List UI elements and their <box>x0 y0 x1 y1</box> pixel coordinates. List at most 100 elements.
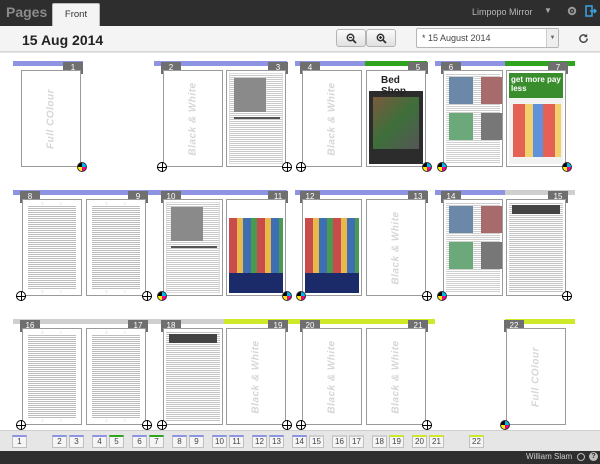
print-mode-watermark: Black & White <box>390 210 402 285</box>
page-thumbnail[interactable] <box>86 328 146 425</box>
page-chip[interactable]: 14 <box>292 435 307 448</box>
print-mode-watermark: Black & White <box>250 339 262 414</box>
page-chip[interactable]: 20 <box>412 435 427 448</box>
spread-bar <box>295 319 435 324</box>
page-thumbnail[interactable]: Black & White <box>302 328 362 425</box>
bw-registration-icon <box>157 162 167 172</box>
spread-bar <box>295 61 365 66</box>
page-thumbnail[interactable]: get more pay less <box>506 70 566 167</box>
page-thumbnail[interactable] <box>226 70 286 167</box>
page-thumbnail[interactable]: Full COlour <box>21 70 81 167</box>
page-preview <box>166 202 220 293</box>
bw-registration-icon <box>16 291 26 301</box>
page-chip[interactable]: 13 <box>269 435 284 448</box>
page-preview <box>509 73 563 164</box>
page-title: 15 Aug 2014 <box>22 32 104 48</box>
chevron-down-icon[interactable]: ▼ <box>546 29 558 47</box>
print-mode-watermark: Black & White <box>326 339 338 414</box>
page-chip[interactable]: 21 <box>429 435 444 448</box>
page-navigator-strip: 1 2 3 4 5 6 7 8 9 10 11 12 13 14 15 16 17 18 19 20 21 22 <box>0 430 600 451</box>
page-thumbnail[interactable] <box>226 199 286 296</box>
page-chip[interactable]: 5 <box>109 435 124 448</box>
page-thumbnail[interactable]: Black & White <box>366 199 426 296</box>
page-chip[interactable]: 8 <box>172 435 187 448</box>
page-thumbnail[interactable]: Black & White <box>366 328 426 425</box>
tab-front[interactable]: Front <box>52 3 100 26</box>
page-chip[interactable]: 22 <box>469 435 484 448</box>
print-mode-watermark: Full COlour <box>530 346 542 407</box>
page-thumbnail[interactable] <box>86 199 146 296</box>
color-registration-icon <box>437 162 447 172</box>
page-layout-area: 1 Full COlour 2 Black & White 3 4 Black & Whit… <box>0 53 600 430</box>
page-chip[interactable]: 18 <box>372 435 387 448</box>
help-icon[interactable]: ? <box>589 452 598 461</box>
page-chip[interactable]: 17 <box>349 435 364 448</box>
spread-bar <box>435 190 505 195</box>
toolbar: 15 Aug 2014 * 15 August 2014 ▼ <box>0 26 600 52</box>
page-thumbnail[interactable]: Bed Shop <box>366 70 426 167</box>
page-chip[interactable]: 19 <box>389 435 404 448</box>
page-chip[interactable]: 9 <box>189 435 204 448</box>
gear-icon[interactable] <box>566 5 578 17</box>
page-chip[interactable]: 10 <box>212 435 227 448</box>
page-chip[interactable]: 1 <box>12 435 27 448</box>
chevron-down-icon[interactable]: ▼ <box>544 6 552 15</box>
chat-icon[interactable] <box>577 453 585 461</box>
publication-selector[interactable]: Limpopo Mirror <box>472 7 533 17</box>
page-thumbnail[interactable]: Full COlour <box>506 328 566 425</box>
spread-bar <box>224 319 295 324</box>
page-preview <box>446 202 500 293</box>
bw-registration-icon <box>422 291 432 301</box>
refresh-icon[interactable] <box>578 33 589 44</box>
status-bar: William Slam ? <box>0 451 600 464</box>
page-thumbnail[interactable] <box>22 199 82 296</box>
logout-icon[interactable] <box>585 5 597 17</box>
spread-bar <box>13 190 154 195</box>
page-headline: get more pay less <box>511 75 561 93</box>
page-chip[interactable]: 15 <box>309 435 324 448</box>
print-mode-watermark: Full COlour <box>45 88 57 149</box>
page-thumbnail[interactable] <box>22 328 82 425</box>
page-thumbnail[interactable] <box>163 328 223 425</box>
page-chip[interactable]: 7 <box>149 435 164 448</box>
page-thumbnail[interactable]: Black & White <box>302 70 362 167</box>
page-chip[interactable]: 2 <box>52 435 67 448</box>
page-chip[interactable]: 6 <box>132 435 147 448</box>
spread-bar <box>435 61 505 66</box>
color-registration-icon <box>157 291 167 301</box>
page-chip[interactable]: 16 <box>332 435 347 448</box>
zoom-out-button[interactable] <box>336 29 366 47</box>
edition-select-value: * 15 August 2014 <box>422 33 491 43</box>
page-preview <box>25 331 79 422</box>
zoom-in-button[interactable] <box>366 29 396 47</box>
page-chip[interactable]: 3 <box>69 435 84 448</box>
page-preview <box>25 202 79 293</box>
bw-registration-icon <box>422 420 432 430</box>
page-thumbnail[interactable] <box>506 199 566 296</box>
spread-bar <box>13 319 154 324</box>
spread-bar <box>154 190 287 195</box>
page-thumbnail[interactable] <box>163 199 223 296</box>
page-preview <box>229 202 283 293</box>
spread-bar <box>295 190 427 195</box>
page-thumbnail[interactable] <box>302 199 362 296</box>
spread-bar <box>505 319 575 324</box>
zoom-in-icon <box>376 33 387 44</box>
edition-select[interactable]: * 15 August 2014 ▼ <box>416 28 559 48</box>
page-preview <box>89 202 143 293</box>
page-thumbnail[interactable]: Black & White <box>163 70 223 167</box>
app-title: Pages <box>6 4 48 20</box>
page-thumbnail[interactable]: Black & White <box>226 328 286 425</box>
page-thumbnail[interactable] <box>443 70 503 167</box>
page-preview <box>446 73 500 164</box>
page-thumbnail[interactable] <box>443 199 503 296</box>
page-chip[interactable]: 11 <box>229 435 244 448</box>
bw-registration-icon <box>157 420 167 430</box>
spread-bar <box>505 190 575 195</box>
page-preview <box>89 331 143 422</box>
page-chip[interactable]: 4 <box>92 435 107 448</box>
print-mode-watermark: Black & White <box>187 81 199 156</box>
color-registration-icon <box>562 162 572 172</box>
page-chip[interactable]: 12 <box>252 435 267 448</box>
